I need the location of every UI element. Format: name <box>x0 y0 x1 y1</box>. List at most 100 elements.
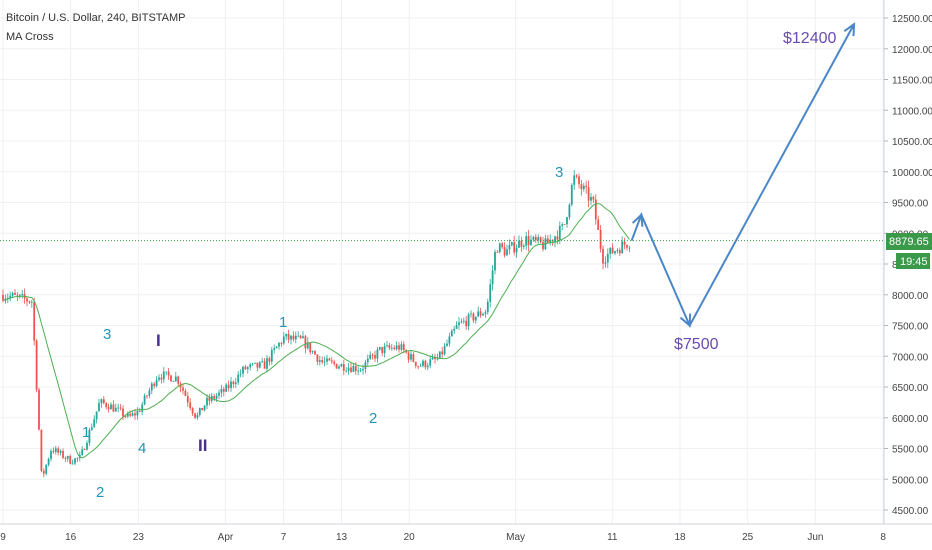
candle-body <box>479 311 482 316</box>
candle-body <box>357 370 360 372</box>
candle-body <box>16 294 19 296</box>
candle-body <box>220 389 223 393</box>
target-high-label: $12400 <box>783 30 836 47</box>
candle-body <box>414 361 417 367</box>
wave-label-1: 1 <box>82 424 90 441</box>
candle-body <box>254 362 256 364</box>
candle-body <box>573 175 576 185</box>
wave-label-2: 2 <box>96 484 104 501</box>
candle-body <box>510 242 513 246</box>
price-tick-label: 12000.00 <box>892 45 932 56</box>
candle-body <box>6 297 9 299</box>
price-tick-label: 5000.00 <box>892 475 929 486</box>
candle-body <box>273 348 276 350</box>
chart-legend-indicator: MA Cross <box>6 31 54 43</box>
candle-body <box>328 358 331 361</box>
candle-body <box>237 374 240 383</box>
target-low-label: $7500 <box>674 336 719 353</box>
candle-body <box>28 301 31 303</box>
candle-body <box>597 219 600 230</box>
candle-body <box>122 408 124 417</box>
candle-body <box>494 251 496 271</box>
candle-body <box>498 243 501 253</box>
candle-body <box>110 404 112 410</box>
price-tick-label: 7000.00 <box>892 352 929 363</box>
candle-body <box>2 294 4 301</box>
candle-body <box>40 429 43 471</box>
wave-label-1b: 1 <box>279 314 287 331</box>
wave-label-3b: 3 <box>555 164 563 181</box>
candle-body <box>18 294 21 296</box>
time-tick-label: Jun <box>807 532 823 543</box>
candle-body <box>338 366 340 369</box>
candle-body <box>501 243 504 248</box>
candle-body <box>131 413 134 416</box>
candle-body <box>342 364 345 371</box>
time-tick-label: 9 <box>0 532 6 543</box>
candle-body <box>446 343 448 346</box>
candle-body <box>66 455 69 459</box>
candle-body <box>316 354 319 362</box>
candle-body <box>424 360 427 368</box>
price-tick-label: 6000.00 <box>892 414 929 425</box>
candle-body <box>599 229 602 249</box>
candle-body <box>52 450 55 452</box>
candle-body <box>136 411 139 416</box>
candle-body <box>395 345 398 350</box>
candle-body <box>33 301 36 341</box>
candle-body <box>465 320 468 327</box>
candle-body <box>508 245 511 250</box>
candle-body <box>306 342 309 349</box>
candle-body <box>556 236 559 240</box>
candle-body <box>578 176 580 185</box>
candle-body <box>21 293 24 295</box>
candle-body <box>141 404 144 412</box>
candle-body <box>489 284 492 302</box>
candle-body <box>568 204 571 218</box>
time-axis[interactable]: 9 16 23 Apr 7 13 20 May 11 18 25 Jun 8 <box>0 532 886 543</box>
candle-body <box>621 241 624 254</box>
candle-body <box>626 244 628 248</box>
candle-body <box>520 240 523 247</box>
candle-body <box>105 403 108 407</box>
time-tick-label: Apr <box>218 532 234 543</box>
candle-body <box>352 365 355 372</box>
candle-body <box>239 373 242 375</box>
candle-body <box>374 355 376 359</box>
candle-body <box>74 458 76 464</box>
candle-body <box>455 325 458 329</box>
candle-body <box>218 392 220 396</box>
candle-body <box>330 360 333 362</box>
candle-body <box>558 225 561 240</box>
candle-body <box>534 236 537 241</box>
candle-body <box>546 238 549 243</box>
candle-body <box>592 197 595 200</box>
candle-body <box>203 405 206 411</box>
candle-body <box>436 358 439 360</box>
candle-body <box>129 413 132 416</box>
candle-body <box>614 251 616 254</box>
candle-body <box>222 389 225 392</box>
candle-body <box>114 407 117 412</box>
price-tick-label: 11000.00 <box>892 106 932 117</box>
candle-body <box>177 376 180 384</box>
candle-body <box>86 442 88 450</box>
candle-body <box>186 395 189 403</box>
candle-body <box>359 370 362 372</box>
candle-body <box>422 360 424 366</box>
candle-body <box>506 249 508 256</box>
candle-body <box>602 248 604 264</box>
candle-body <box>347 367 350 371</box>
candle-body <box>458 322 460 326</box>
candle-body <box>431 357 434 360</box>
candle-body <box>513 242 516 253</box>
price-tick-label: 4500.00 <box>892 506 929 517</box>
candle-body <box>59 450 62 453</box>
last-price-value: 8879.65 <box>889 236 929 248</box>
candle-body <box>460 321 463 323</box>
candle-body <box>119 407 122 409</box>
candle-body <box>580 184 583 190</box>
candle-body <box>244 366 247 370</box>
time-tick-label: 8 <box>880 532 886 543</box>
